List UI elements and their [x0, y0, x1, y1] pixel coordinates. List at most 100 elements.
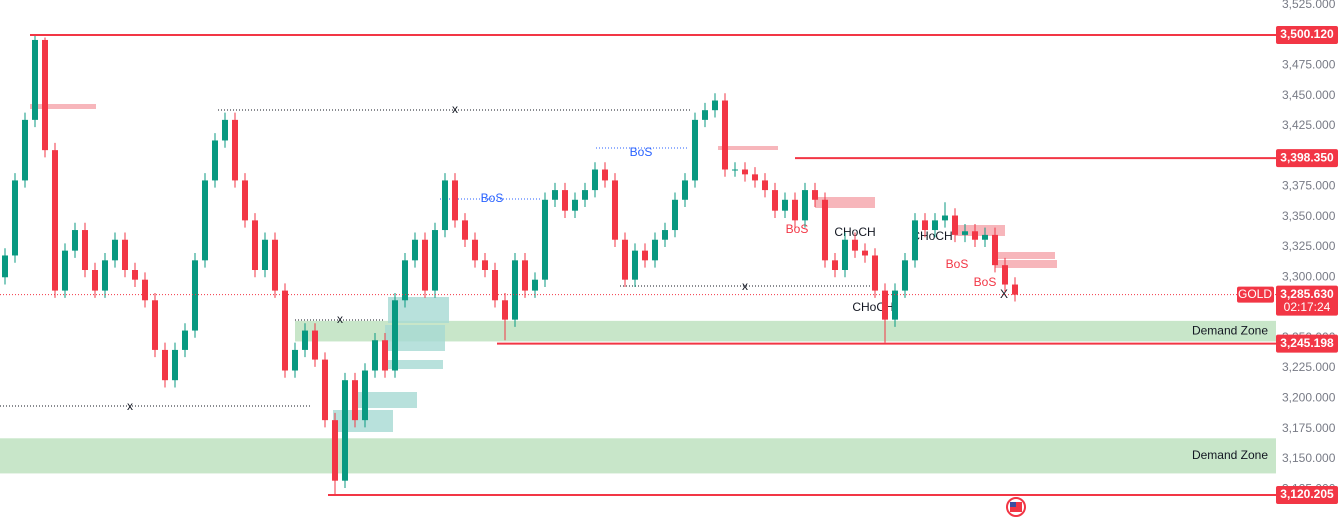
- candle-body: [532, 279, 538, 291]
- candle-body: [242, 180, 248, 221]
- candle-body: [612, 180, 618, 240]
- candle-body: [222, 119, 228, 141]
- order-block: [30, 104, 96, 109]
- candle-body: [82, 230, 88, 271]
- price-label: 3,245.198: [1280, 336, 1334, 350]
- order-block: [995, 260, 1057, 268]
- candle-body: [822, 199, 828, 261]
- candle-body: [872, 255, 878, 291]
- candle-body: [142, 279, 148, 301]
- y-tick-label: 3,325.000: [1282, 239, 1336, 253]
- last-price-box: [1276, 285, 1338, 316]
- order-block: [718, 146, 778, 150]
- candle-body: [632, 250, 638, 280]
- candle-body: [292, 349, 298, 371]
- flag-icon: [1006, 497, 1026, 517]
- candle-body: [2, 255, 8, 278]
- candle-body: [702, 110, 708, 120]
- candle-body: [812, 190, 818, 200]
- candle-body: [992, 234, 998, 266]
- candle-body: [352, 380, 358, 421]
- annotation: x: [127, 399, 133, 413]
- candle-body: [232, 119, 238, 181]
- candle-body: [882, 290, 888, 320]
- candle-body: [442, 180, 448, 231]
- candle-body: [802, 190, 808, 221]
- candle-body: [622, 239, 628, 280]
- candle-body: [422, 239, 428, 291]
- candle-body: [522, 260, 528, 291]
- candle-body: [42, 39, 48, 151]
- annotation: BoS: [946, 257, 969, 271]
- candle-body: [742, 169, 748, 175]
- candle-body: [772, 190, 778, 211]
- annotation: BoS: [974, 275, 997, 289]
- candle-body: [782, 199, 788, 211]
- candle-body: [692, 119, 698, 181]
- zone-label: Demand Zone: [1192, 448, 1268, 462]
- candle-body: [412, 239, 418, 261]
- candle-body: [262, 239, 268, 271]
- candle-body: [542, 199, 548, 280]
- y-tick-label: 3,475.000: [1282, 58, 1336, 72]
- candle-body: [682, 180, 688, 200]
- y-tick-label: 3,375.000: [1282, 179, 1336, 193]
- candle-body: [172, 349, 178, 381]
- flag-canton: [1010, 502, 1016, 507]
- candle-body: [962, 231, 968, 235]
- demand-zone: [295, 320, 1276, 342]
- candle-body: [472, 239, 478, 261]
- candle-body: [792, 199, 798, 221]
- candle-body: [942, 215, 948, 221]
- order-block: [815, 197, 875, 208]
- order-block: [357, 392, 417, 408]
- annotation: x: [742, 279, 748, 293]
- candle-body: [62, 250, 68, 291]
- y-tick-label: 3,150.000: [1282, 451, 1336, 465]
- candle-body: [332, 420, 338, 481]
- candle-body: [212, 140, 218, 181]
- candle-body: [582, 190, 588, 200]
- price-label: 3,120.205: [1280, 487, 1334, 501]
- candle-body: [252, 220, 258, 271]
- candle-body: [642, 250, 648, 261]
- price-label-box: [1276, 25, 1338, 44]
- candle-body: [452, 180, 458, 221]
- candle-body: [432, 230, 438, 291]
- candle-body: [372, 340, 378, 371]
- candle-body: [922, 220, 928, 231]
- candle-body: [392, 300, 398, 371]
- candle-body: [462, 220, 468, 240]
- symbol-box: [1237, 286, 1274, 303]
- candle-body: [182, 330, 188, 350]
- y-tick-label: 3,175.000: [1282, 421, 1336, 435]
- candle-body: [732, 169, 738, 171]
- last-price-label: 3,285.630: [1280, 287, 1334, 301]
- candle-body: [892, 290, 898, 320]
- candle-body: [602, 169, 608, 181]
- candle-body: [192, 260, 198, 331]
- annotation: x: [452, 102, 458, 116]
- candle-body: [112, 239, 118, 261]
- candle-body: [322, 359, 328, 421]
- annotation: BoS: [630, 145, 653, 159]
- candle-body: [122, 239, 128, 271]
- y-tick-label: 3,350.000: [1282, 209, 1336, 223]
- candle-body: [362, 370, 368, 421]
- demand-zone: [0, 438, 1276, 474]
- candle-body: [592, 169, 598, 191]
- candle-body: [512, 260, 518, 320]
- annotation: x: [337, 312, 343, 326]
- candle-body: [752, 174, 758, 181]
- candle-body: [712, 100, 718, 111]
- countdown: 02:17:24: [1284, 300, 1331, 314]
- candle-body: [562, 190, 568, 211]
- candle-body: [202, 180, 208, 261]
- price-label-box: [1276, 149, 1338, 168]
- candle-body: [762, 180, 768, 191]
- candle-body: [842, 239, 848, 271]
- y-tick-label: 3,450.000: [1282, 88, 1336, 102]
- candle-body: [902, 260, 908, 291]
- candle-body: [272, 239, 278, 291]
